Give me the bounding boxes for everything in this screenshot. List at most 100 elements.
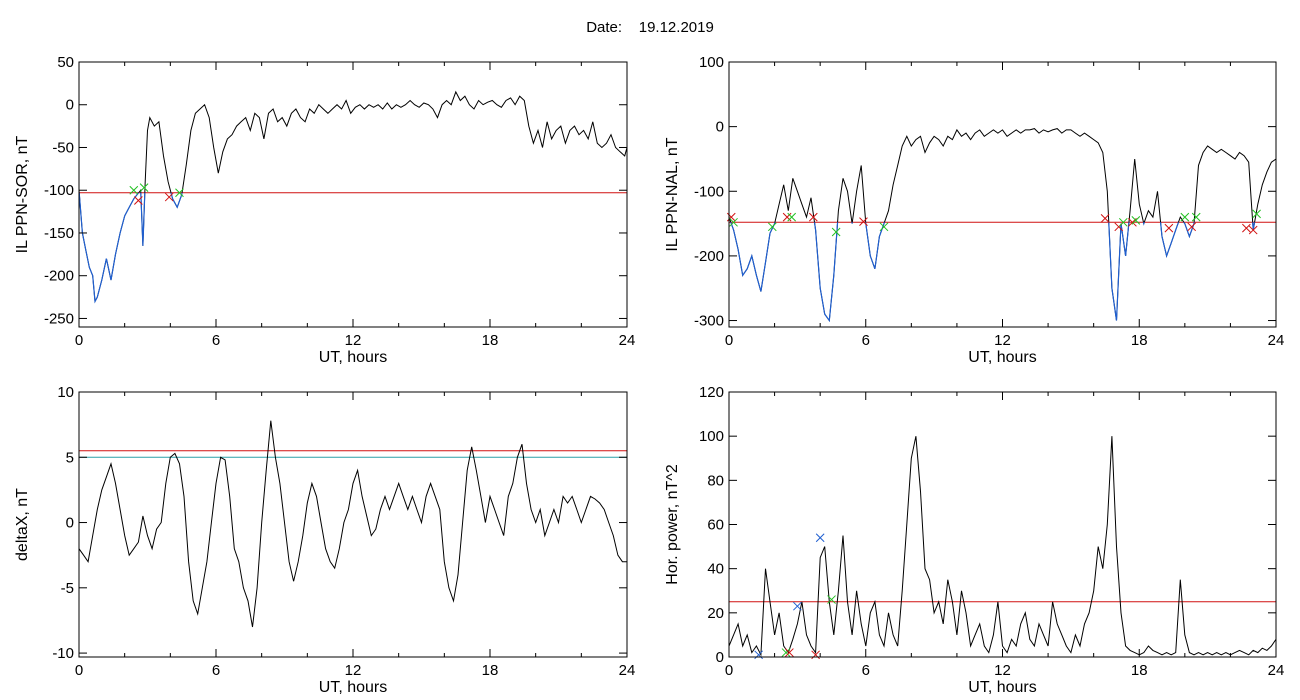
y-tick-label: -100 xyxy=(694,183,724,200)
y-axis-label: IL PPN-NAL, nT xyxy=(664,137,681,251)
x-tick-label: 6 xyxy=(862,332,870,349)
x-tick-label: 12 xyxy=(345,332,362,349)
event-marker xyxy=(782,212,792,222)
marker-stroke xyxy=(781,648,791,657)
chart-power: 0 6 12 18 24 120 100 80 60 40 20 0 UT, hours Hor. pow… xyxy=(664,384,1284,696)
x-tick-label: 18 xyxy=(482,662,499,679)
event-marker xyxy=(1191,212,1201,222)
plot-frame xyxy=(728,391,1277,658)
x-axis-label: UT, hours xyxy=(968,349,1036,366)
x-tick-label: 6 xyxy=(212,332,220,349)
event-marker xyxy=(1252,209,1261,219)
event-marker xyxy=(1118,217,1128,227)
series-line xyxy=(79,420,627,628)
event-marker xyxy=(1180,212,1190,222)
x-tick-label: 0 xyxy=(75,332,83,349)
x-axis-label: UT, hours xyxy=(319,679,387,696)
marker-stroke xyxy=(1252,209,1261,219)
event-marker xyxy=(859,217,868,226)
x-tick-label: 18 xyxy=(482,332,499,349)
y-axis-label: deltaX, nT xyxy=(14,488,31,561)
x-tick-label: 0 xyxy=(75,662,83,679)
marker-stroke xyxy=(1164,223,1174,233)
marker-stroke xyxy=(129,185,139,195)
event-marker xyxy=(767,222,777,232)
y-tick-label: 80 xyxy=(707,472,724,489)
marker-stroke xyxy=(1131,216,1141,225)
marker-stroke xyxy=(1100,214,1110,223)
x-tick-label: 24 xyxy=(1268,332,1285,349)
y-tick-label: 0 xyxy=(716,649,724,666)
event-marker xyxy=(787,212,797,222)
y-axis-label: Hor. power, nT^2 xyxy=(664,464,681,585)
event-marker xyxy=(808,212,818,222)
event-marker xyxy=(781,648,791,657)
marker-stroke xyxy=(1180,212,1190,222)
marker-stroke xyxy=(164,192,174,202)
marker-stroke xyxy=(782,212,792,222)
marker-stroke xyxy=(827,595,836,604)
marker-stroke xyxy=(1248,225,1258,235)
y-axis-label: IL PPN-SOR, nT xyxy=(14,135,31,253)
x-tick-label: 12 xyxy=(994,662,1011,679)
y-tick-label: 20 xyxy=(707,605,724,622)
series-line xyxy=(79,90,627,304)
y-tick-label: -200 xyxy=(694,248,724,265)
x-tick-label: 18 xyxy=(1131,662,1148,679)
figure-header: Date: 19.12.2019 xyxy=(0,19,1300,36)
y-tick-label: 60 xyxy=(707,517,724,534)
y-tick-label: 0 xyxy=(66,97,74,114)
marker-stroke xyxy=(175,188,184,198)
marker-stroke xyxy=(767,222,777,232)
marker-stroke xyxy=(859,217,868,226)
y-tick-label: -50 xyxy=(52,139,74,156)
y-tick-label: 100 xyxy=(699,54,724,71)
event-marker xyxy=(1242,223,1251,233)
y-tick-label: 5 xyxy=(66,449,74,466)
marker-stroke xyxy=(1118,217,1128,227)
marker-stroke xyxy=(787,212,797,222)
event-marker xyxy=(1248,225,1258,235)
marker-stroke xyxy=(139,183,149,193)
event-marker xyxy=(175,188,184,198)
y-tick-label: -150 xyxy=(44,225,74,242)
event-marker xyxy=(831,227,841,237)
marker-stroke xyxy=(831,227,841,237)
x-tick-label: 24 xyxy=(619,332,636,349)
x-tick-label: 0 xyxy=(725,662,733,679)
event-marker xyxy=(793,601,802,611)
chart-nal: 0 6 12 18 24 100 0 -100 -200 -300 UT, hours IL PPN-… xyxy=(664,54,1284,366)
y-tick-label: 40 xyxy=(707,561,724,578)
marker-stroke xyxy=(793,601,802,611)
x-tick-label: 12 xyxy=(345,662,362,679)
series-line xyxy=(729,436,1276,657)
event-marker xyxy=(129,185,139,195)
marker-stroke xyxy=(1242,223,1251,233)
x-tick-label: 18 xyxy=(1131,332,1148,349)
event-marker xyxy=(827,595,836,604)
plot-frame xyxy=(78,391,628,658)
y-tick-label: -5 xyxy=(61,580,74,597)
marker-stroke xyxy=(729,217,738,227)
y-tick-label: 100 xyxy=(699,428,724,445)
event-marker xyxy=(754,650,763,660)
marker-stroke xyxy=(815,533,825,543)
x-axis-label: UT, hours xyxy=(319,349,387,366)
event-marker xyxy=(134,196,143,205)
y-tick-label: -10 xyxy=(52,645,74,662)
chart-deltax: 0 6 12 18 24 10 5 0 -5 -10 UT, hours deltaX, nT xyxy=(14,384,635,696)
y-tick-label: -100 xyxy=(44,182,74,199)
y-tick-label: -200 xyxy=(44,268,74,285)
event-marker xyxy=(879,222,889,232)
x-axis-label: UT, hours xyxy=(968,679,1036,696)
event-marker xyxy=(1131,216,1141,225)
event-marker xyxy=(1164,223,1174,233)
series-below-threshold xyxy=(730,222,1256,323)
marker-stroke xyxy=(879,222,889,232)
event-marker xyxy=(1187,222,1197,232)
y-tick-label: 50 xyxy=(57,54,74,71)
event-marker xyxy=(729,217,738,227)
y-tick-label: -300 xyxy=(694,313,724,330)
y-tick-label: 0 xyxy=(716,119,724,136)
